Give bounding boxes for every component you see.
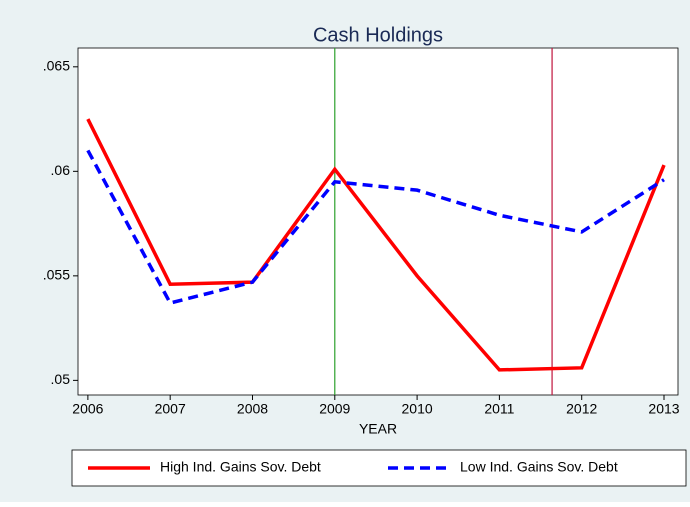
x-tick-label: 2011	[484, 401, 514, 417]
x-tick-label: 2009	[319, 401, 350, 417]
x-tick-label: 2007	[155, 401, 186, 417]
x-tick-label: 2013	[648, 401, 679, 417]
y-tick-label: .065	[43, 58, 70, 74]
legend-label: High Ind. Gains Sov. Debt	[160, 459, 321, 475]
x-tick-label: 2008	[237, 401, 268, 417]
y-tick-label: .055	[43, 267, 70, 283]
legend-label: Low Ind. Gains Sov. Debt	[460, 459, 618, 475]
chart-title: Cash Holdings	[313, 24, 443, 46]
y-tick-label: .05	[51, 371, 71, 387]
series-line	[86, 118, 666, 372]
x-tick-label: 2012	[566, 401, 597, 417]
plot-area	[77, 47, 679, 396]
x-tick-label: 2010	[402, 401, 433, 417]
series-line	[86, 149, 665, 306]
x-tick-label: 2006	[72, 401, 103, 417]
y-tick-label: .06	[51, 162, 71, 178]
x-axis-label: YEAR	[359, 421, 397, 437]
legend	[71, 449, 687, 487]
